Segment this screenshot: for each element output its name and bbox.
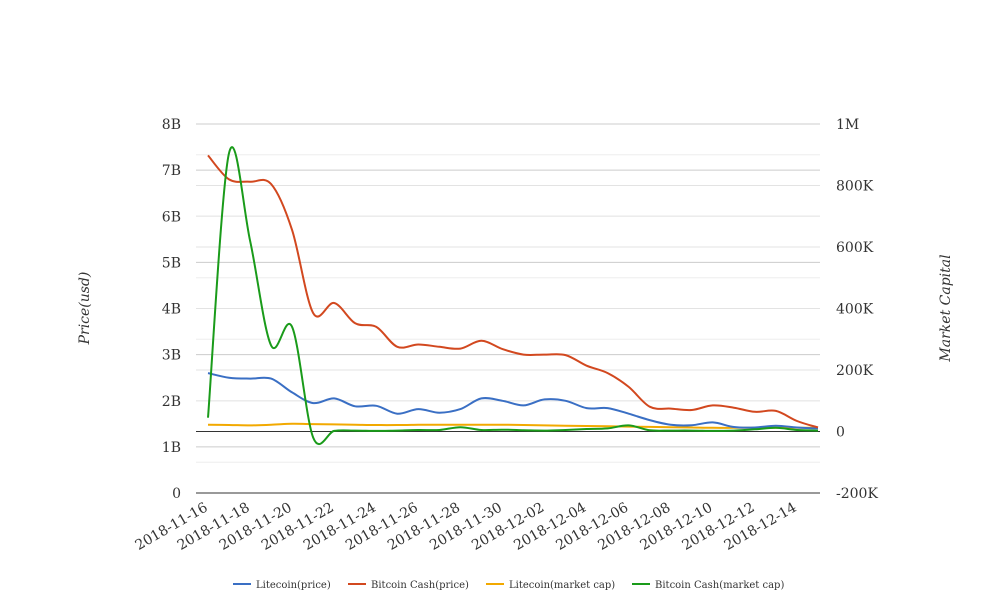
series-line-bitcoin-cash-market-cap <box>207 146 819 446</box>
y-right-tick-label: 400K <box>836 302 874 318</box>
legend-label-bitcoin-cash-market-cap: Bitcoin Cash(market cap) <box>655 580 784 591</box>
y-axis-right-title: Market Capital <box>938 254 954 362</box>
y-right-tick-label: 0 <box>836 425 845 441</box>
legend-label-litecoin-price: Litecoin(price) <box>256 580 331 591</box>
legend-label-bitcoin-cash-price: Bitcoin Cash(price) <box>371 580 469 591</box>
y-right-tick-label: 1M <box>836 117 859 133</box>
y-left-tick-label: 8B <box>162 117 181 133</box>
tick-labels: 0 1B 2B 3B 4B 5B 6B 7B 8B -200K 0 200K 400K 600K 800K 1… <box>133 117 879 554</box>
y-left-tick-label: 4B <box>162 302 181 318</box>
y-left-tick-label: 1B <box>162 440 181 456</box>
series-line-bitcoin-cash-price <box>207 154 819 429</box>
y-right-tick-label: 200K <box>836 363 874 379</box>
legend: Litecoin(price) Bitcoin Cash(price) Liteco… <box>233 580 784 591</box>
grid <box>196 123 820 463</box>
legend-label-litecoin-market-cap: Litecoin(market cap) <box>509 580 615 591</box>
series-lines <box>207 146 819 446</box>
series-line-litecoin-market-cap <box>207 422 818 429</box>
y-left-tick-label: 3B <box>162 348 181 364</box>
y-right-tick-label: 800K <box>836 179 874 195</box>
y-left-tick-label: 6B <box>162 209 181 225</box>
y-right-tick-label: -200K <box>836 486 878 502</box>
series-line-litecoin-price <box>207 372 819 430</box>
y-axis-left-title: Price(usd) <box>77 272 93 346</box>
y-left-tick-label: 5B <box>162 255 181 271</box>
y-right-tick-label: 600K <box>836 240 874 256</box>
y-left-tick-label: 7B <box>162 163 181 179</box>
y-left-tick-label: 2B <box>162 394 181 410</box>
y-left-tick-label: 0 <box>172 486 181 502</box>
